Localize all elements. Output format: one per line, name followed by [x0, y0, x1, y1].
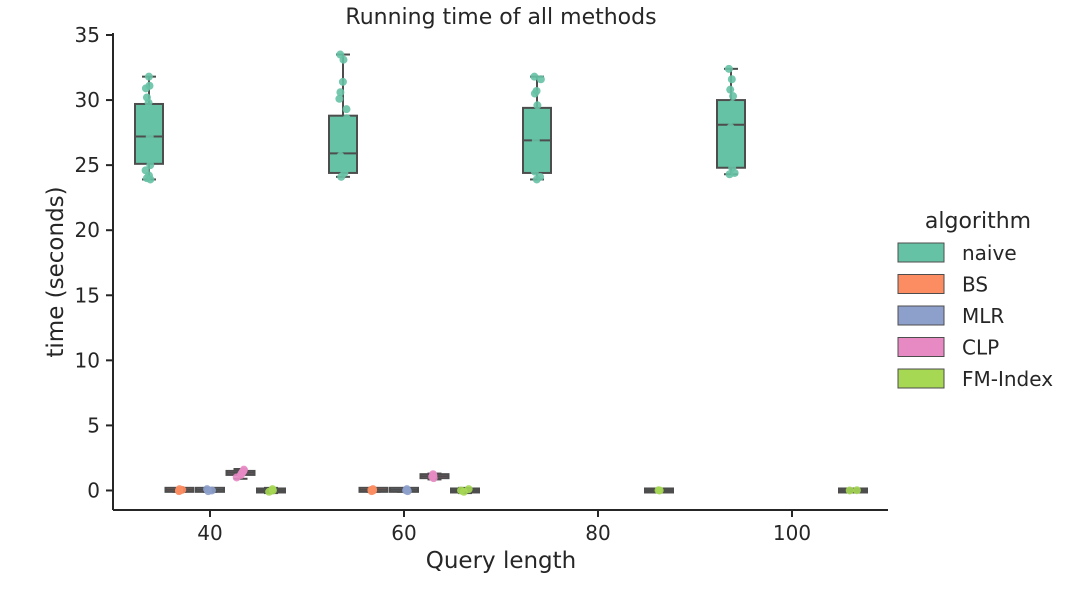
data-point — [144, 72, 153, 81]
data-point — [724, 107, 733, 116]
y-tick-label: 15 — [75, 283, 100, 307]
legend-label-CLP: CLP — [962, 336, 999, 360]
data-point — [403, 487, 412, 496]
data-point — [335, 124, 344, 133]
data-point — [535, 128, 544, 137]
data-point — [265, 487, 274, 496]
data-point — [338, 135, 347, 144]
data-point — [232, 473, 241, 482]
data-point — [342, 105, 351, 114]
y-tick-label: 10 — [75, 348, 100, 372]
data-point — [724, 64, 733, 73]
data-point — [729, 92, 738, 101]
data-point — [726, 85, 735, 94]
data-point — [531, 136, 540, 145]
data-point — [145, 109, 154, 118]
data-point — [530, 167, 539, 176]
data-point — [723, 140, 732, 149]
x-tick-label: 80 — [585, 521, 610, 545]
y-tick-label: 0 — [87, 478, 100, 502]
x-tick-label: 100 — [773, 521, 811, 545]
data-point — [178, 485, 187, 494]
data-point — [336, 152, 345, 161]
legend: algorithm naive BS MLR CLP FM-Index — [897, 209, 1053, 391]
data-point — [342, 144, 351, 153]
legend-swatch-FM-Index — [897, 368, 945, 389]
legend-swatch-CLP — [897, 337, 945, 357]
data-point — [725, 170, 734, 179]
data-point — [146, 161, 155, 170]
axes: 0 5 10 15 20 25 30 35 40 60 80 100 — [75, 23, 888, 545]
data-point — [146, 175, 155, 184]
data-point — [339, 55, 348, 64]
data-point — [335, 94, 344, 103]
legend-label-naive: naive — [962, 241, 1017, 265]
data-point — [204, 487, 213, 496]
y-axis-label: time (seconds) — [43, 186, 69, 357]
legend-title: algorithm — [925, 209, 1031, 234]
data-marks — [134, 50, 868, 496]
data-point — [728, 157, 737, 166]
data-point — [530, 89, 539, 98]
data-point — [536, 161, 545, 170]
chart-title: Running time of all methods — [345, 5, 656, 30]
legend-swatch-MLR — [897, 305, 945, 326]
data-point — [145, 132, 154, 141]
data-point — [429, 474, 438, 483]
data-point — [531, 109, 540, 118]
data-point — [726, 148, 735, 157]
data-point — [726, 123, 735, 132]
data-point — [845, 486, 854, 495]
data-point — [728, 99, 737, 108]
y-tick-label: 20 — [75, 218, 100, 242]
x-tick-label: 40 — [197, 521, 222, 545]
legend-swatch-BS — [897, 274, 945, 294]
y-tick-label: 5 — [87, 413, 100, 437]
data-point — [342, 114, 351, 123]
data-point — [147, 154, 156, 163]
data-point — [724, 115, 733, 124]
data-point — [533, 101, 542, 110]
data-point — [144, 140, 153, 149]
data-point — [143, 148, 152, 157]
y-tick-label: 25 — [75, 153, 100, 177]
data-point — [141, 116, 150, 125]
data-point — [459, 487, 468, 496]
x-axis-label: Query length — [426, 548, 577, 574]
data-point — [141, 84, 150, 93]
data-point — [336, 88, 345, 97]
legend-label-BS: BS — [962, 273, 988, 297]
data-point — [530, 119, 539, 128]
data-point — [148, 124, 157, 133]
data-point — [723, 131, 732, 140]
data-point — [144, 98, 153, 107]
data-point — [727, 75, 736, 84]
legend-label-MLR: MLR — [962, 304, 1004, 328]
data-point — [536, 75, 545, 84]
data-point — [654, 486, 663, 495]
legend-label-FM-Index: FM-Index — [962, 367, 1053, 391]
y-tick-label: 35 — [75, 23, 100, 47]
data-point — [852, 486, 861, 495]
data-point — [532, 175, 541, 184]
data-point — [367, 485, 376, 494]
data-point — [337, 172, 346, 181]
y-tick-label: 30 — [75, 88, 100, 112]
legend-swatch-naive — [897, 242, 945, 263]
x-tick-label: 60 — [391, 521, 416, 545]
data-point — [529, 153, 538, 162]
data-point — [530, 72, 539, 81]
data-point — [531, 145, 540, 154]
data-point — [338, 77, 347, 86]
